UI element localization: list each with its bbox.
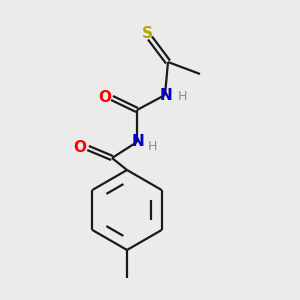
Text: S: S xyxy=(142,26,152,41)
Text: O: O xyxy=(74,140,86,154)
Text: H: H xyxy=(177,91,187,103)
Text: N: N xyxy=(132,134,144,149)
Text: O: O xyxy=(98,89,112,104)
Text: N: N xyxy=(160,88,172,103)
Text: H: H xyxy=(147,140,157,152)
